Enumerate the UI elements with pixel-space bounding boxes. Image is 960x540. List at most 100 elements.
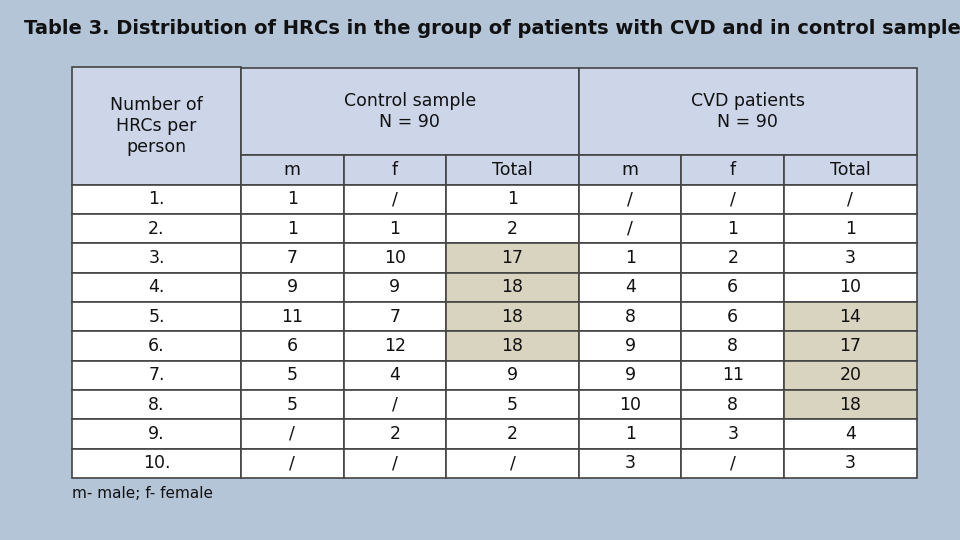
Bar xyxy=(446,185,579,214)
Bar xyxy=(446,244,579,273)
Text: m- male; f- female: m- male; f- female xyxy=(72,486,213,501)
Bar xyxy=(579,361,682,390)
Bar xyxy=(784,302,917,332)
Text: 9: 9 xyxy=(507,366,518,384)
Text: 11: 11 xyxy=(722,366,744,384)
Text: 17: 17 xyxy=(839,337,861,355)
Text: 7: 7 xyxy=(287,249,298,267)
Text: 3.: 3. xyxy=(148,249,165,267)
Bar xyxy=(682,185,784,214)
Text: /: / xyxy=(392,454,397,472)
Text: 4.: 4. xyxy=(148,278,165,296)
Text: /: / xyxy=(730,191,735,208)
Bar xyxy=(344,419,446,449)
Text: /: / xyxy=(627,220,633,238)
Text: /: / xyxy=(510,454,516,472)
Text: /: / xyxy=(289,425,295,443)
Text: 1: 1 xyxy=(390,220,400,238)
Bar xyxy=(241,156,344,185)
Text: /: / xyxy=(289,454,295,472)
Bar xyxy=(344,449,446,478)
Text: 1: 1 xyxy=(625,249,636,267)
Bar xyxy=(344,185,446,214)
Bar xyxy=(72,332,241,361)
Text: 2: 2 xyxy=(390,425,400,443)
Text: 1: 1 xyxy=(845,220,856,238)
Bar xyxy=(682,302,784,332)
Bar xyxy=(579,332,682,361)
Text: 3: 3 xyxy=(728,425,738,443)
Text: 18: 18 xyxy=(501,308,523,326)
Text: 8: 8 xyxy=(728,396,738,414)
Bar xyxy=(241,68,579,156)
Bar xyxy=(784,332,917,361)
Text: 1.: 1. xyxy=(148,191,165,208)
Bar xyxy=(446,390,579,419)
Text: 9: 9 xyxy=(625,366,636,384)
Text: 1: 1 xyxy=(625,425,636,443)
Bar xyxy=(241,332,344,361)
Text: 10: 10 xyxy=(384,249,406,267)
Bar xyxy=(682,273,784,302)
Text: Table 3. Distribution of HRCs in the group of patients with CVD and in control s: Table 3. Distribution of HRCs in the gro… xyxy=(24,19,960,38)
Text: 4: 4 xyxy=(625,278,636,296)
Bar xyxy=(241,185,344,214)
Bar xyxy=(72,244,241,273)
Bar xyxy=(446,156,579,185)
Text: 5: 5 xyxy=(287,366,298,384)
Bar xyxy=(446,214,579,244)
Bar xyxy=(241,390,344,419)
Bar xyxy=(344,244,446,273)
Bar xyxy=(241,302,344,332)
Text: 4: 4 xyxy=(845,425,856,443)
Bar xyxy=(784,156,917,185)
Bar xyxy=(344,214,446,244)
Bar xyxy=(579,185,682,214)
Text: 14: 14 xyxy=(839,308,861,326)
Bar xyxy=(344,390,446,419)
Text: 5: 5 xyxy=(287,396,298,414)
Bar xyxy=(72,449,241,478)
Bar xyxy=(784,361,917,390)
Bar xyxy=(784,185,917,214)
Bar xyxy=(579,390,682,419)
Bar xyxy=(344,273,446,302)
Text: 1: 1 xyxy=(507,191,518,208)
Text: CVD patients
N = 90: CVD patients N = 90 xyxy=(691,92,804,131)
Bar xyxy=(446,449,579,478)
Text: 9: 9 xyxy=(389,278,400,296)
Bar xyxy=(241,449,344,478)
Bar xyxy=(446,419,579,449)
Text: 9.: 9. xyxy=(148,425,165,443)
Text: 2.: 2. xyxy=(148,220,165,238)
Text: 3: 3 xyxy=(625,454,636,472)
Text: 6: 6 xyxy=(727,278,738,296)
Text: 10: 10 xyxy=(619,396,641,414)
Bar xyxy=(682,419,784,449)
Bar xyxy=(579,244,682,273)
Text: Control sample
N = 90: Control sample N = 90 xyxy=(344,92,476,131)
Bar xyxy=(344,361,446,390)
Bar xyxy=(72,68,241,185)
Bar xyxy=(344,302,446,332)
Bar xyxy=(784,244,917,273)
Bar xyxy=(72,361,241,390)
Text: 8: 8 xyxy=(728,337,738,355)
Text: 20: 20 xyxy=(839,366,861,384)
Text: 5: 5 xyxy=(507,396,518,414)
Bar xyxy=(446,361,579,390)
Bar xyxy=(682,390,784,419)
Bar xyxy=(344,156,446,185)
Text: m: m xyxy=(284,161,300,179)
Text: 2: 2 xyxy=(728,249,738,267)
Text: 18: 18 xyxy=(501,337,523,355)
Bar xyxy=(241,244,344,273)
Text: 7: 7 xyxy=(390,308,400,326)
Bar xyxy=(72,390,241,419)
Bar xyxy=(344,332,446,361)
Text: 18: 18 xyxy=(501,278,523,296)
Text: 8.: 8. xyxy=(148,396,165,414)
Text: 6: 6 xyxy=(287,337,298,355)
Bar xyxy=(682,449,784,478)
Text: Total: Total xyxy=(492,161,533,179)
